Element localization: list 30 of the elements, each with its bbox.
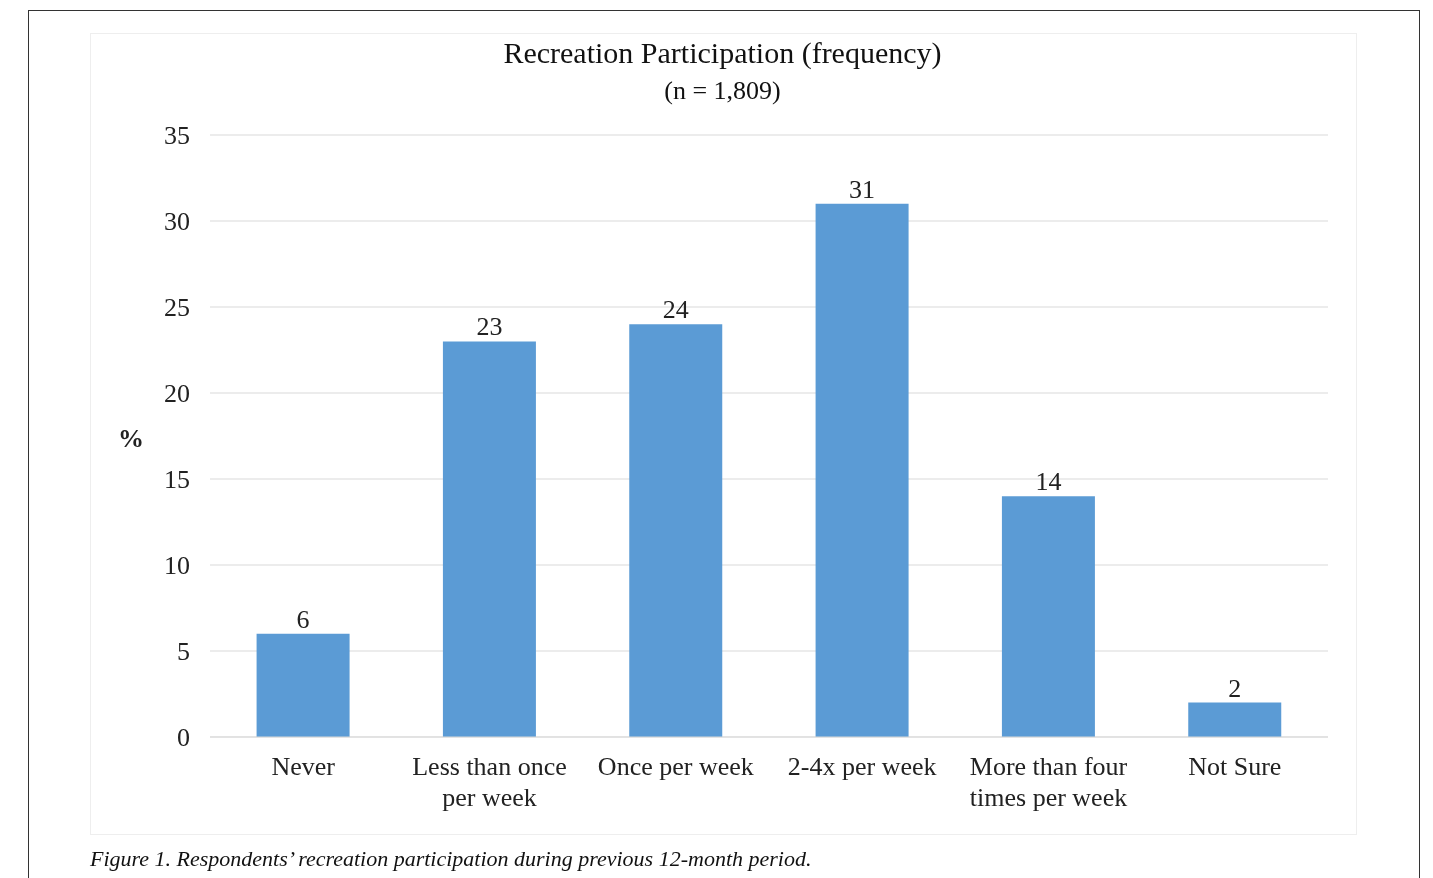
- x-tick-label: Less than once per week: [412, 752, 567, 812]
- x-tick-label: More than four times per week: [969, 752, 1128, 812]
- y-tick-label: 5: [177, 637, 190, 667]
- data-label: 24: [662, 295, 689, 325]
- x-tick-label: Once per week: [597, 752, 754, 781]
- y-tick-label: 0: [177, 723, 190, 753]
- chart-subtitle: (n = 1,809): [663, 76, 782, 106]
- x-tick-label: Not Sure: [1188, 752, 1282, 781]
- bar: [815, 203, 909, 737]
- data-label: 2: [1228, 673, 1242, 703]
- y-tick-label: 15: [164, 465, 190, 495]
- x-tick-label: 2-4x per week: [787, 752, 937, 781]
- y-tick-label: 10: [164, 551, 190, 581]
- y-tick-label: 20: [164, 379, 190, 409]
- bar: [442, 341, 536, 737]
- bar: [256, 633, 350, 737]
- data-label: 31: [849, 174, 876, 204]
- data-label: 6: [296, 604, 310, 634]
- y-axis-title: %: [118, 424, 144, 454]
- bar: [629, 324, 723, 737]
- y-tick-label: 35: [164, 121, 190, 151]
- data-label: 23: [476, 312, 503, 342]
- y-tick-label: 25: [164, 293, 190, 323]
- y-tick-label: 30: [164, 207, 190, 237]
- bar: [1001, 496, 1095, 737]
- x-tick-label: Never: [271, 752, 336, 781]
- bar: [1188, 702, 1282, 737]
- chart-title: Recreation Participation (frequency): [502, 36, 943, 70]
- data-label: 14: [1035, 467, 1062, 497]
- caption: Figure 1. Respondents’ recreation participation during previous 12-month period.: [90, 846, 812, 872]
